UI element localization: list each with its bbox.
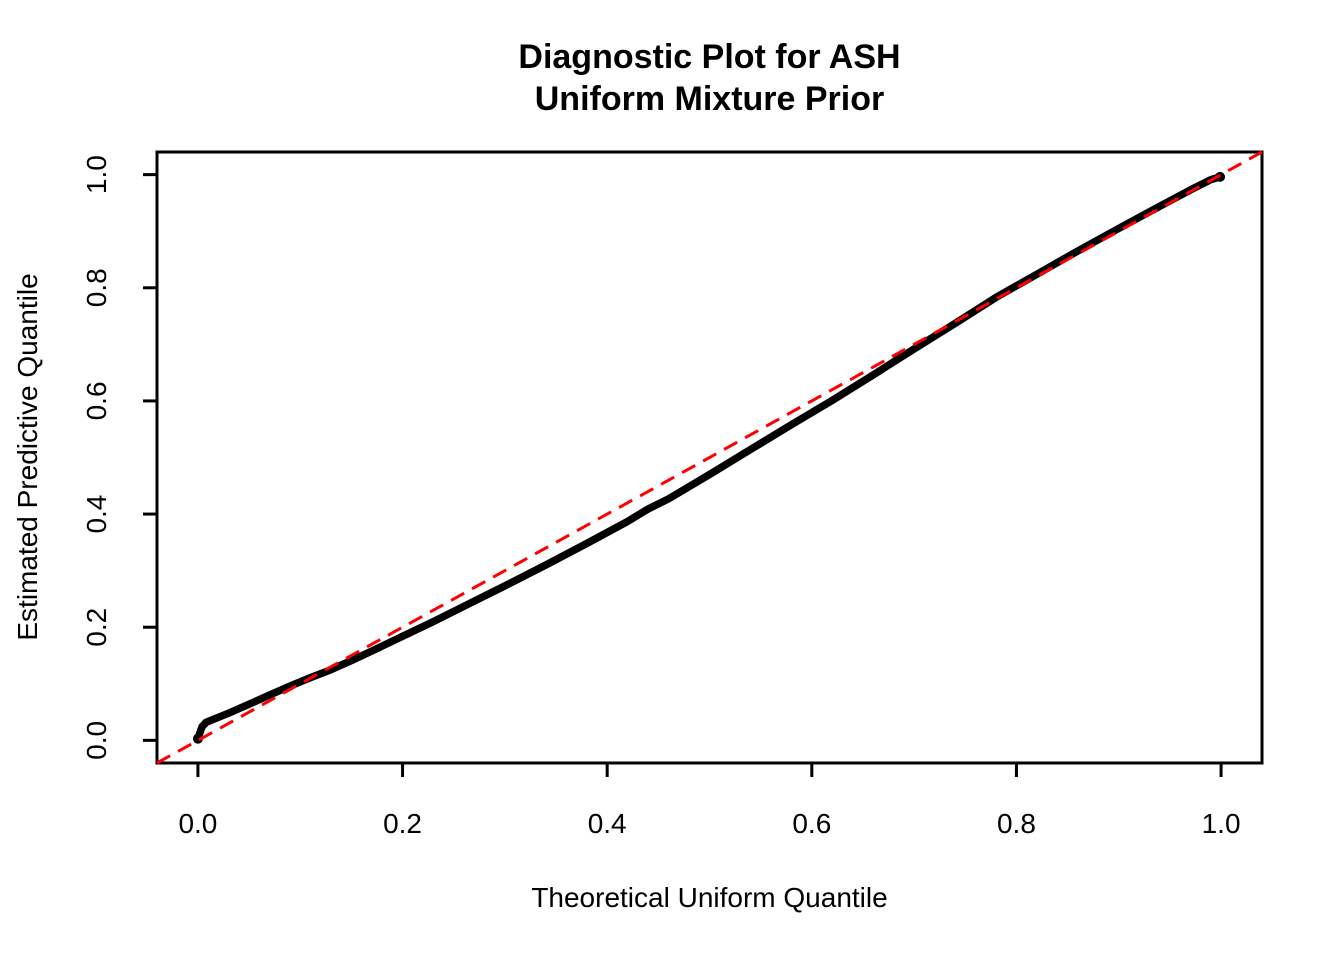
y-axis-tick-label: 0.0 xyxy=(81,721,112,760)
y-axis-label: Estimated Predictive Quantile xyxy=(12,273,43,641)
quantile-curve xyxy=(194,173,1224,743)
y-axis-tick-label: 0.6 xyxy=(81,381,112,420)
y-axis-tick-label: 0.2 xyxy=(81,608,112,647)
chart-title: Diagnostic Plot for ASH Uniform Mixture … xyxy=(157,36,1262,120)
x-axis-tick-label: 0.4 xyxy=(588,808,627,839)
y-axis-tick-label: 0.4 xyxy=(81,495,112,534)
chart-title-line-1: Diagnostic Plot for ASH xyxy=(518,38,901,76)
x-axis-tick-label: 0.0 xyxy=(178,808,217,839)
x-axis-label: Theoretical Uniform Quantile xyxy=(531,882,888,913)
chart-title-line-2: Uniform Mixture Prior xyxy=(534,80,885,118)
x-axis-tick-label: 0.8 xyxy=(997,808,1036,839)
y-axis-tick-label: 0.8 xyxy=(81,268,112,307)
plot-frame xyxy=(155,150,1264,765)
x-axis-tick-label: 0.6 xyxy=(792,808,831,839)
x-axis-tick-label: 0.2 xyxy=(383,808,422,839)
quantile-curve-start-point xyxy=(192,733,203,744)
y-axis-tick-label: 1.0 xyxy=(81,155,112,194)
identity-reference-line xyxy=(156,150,1263,765)
x-axis-tick-label: 1.0 xyxy=(1202,808,1241,839)
